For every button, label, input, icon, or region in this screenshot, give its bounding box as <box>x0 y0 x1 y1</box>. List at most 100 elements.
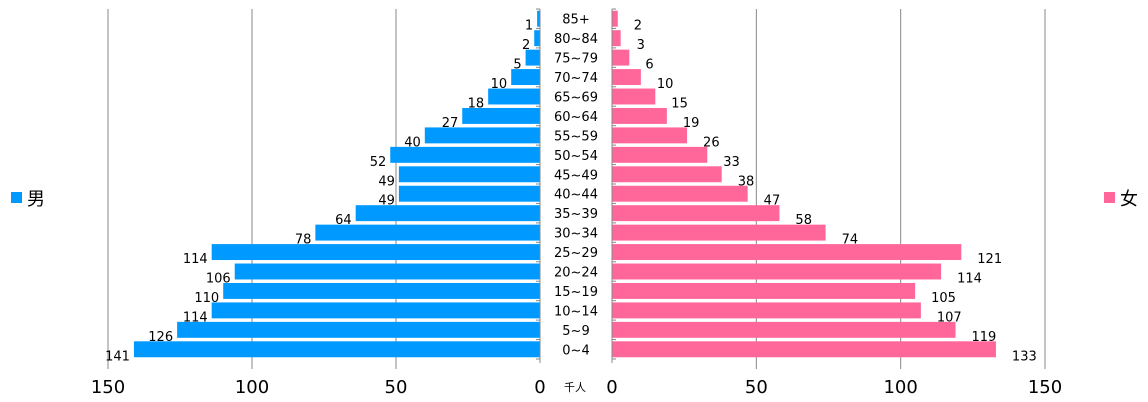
female-bar-10~14 <box>612 302 921 319</box>
female-bar-70~74 <box>612 69 641 86</box>
female-bar-30~34 <box>612 224 826 241</box>
male-bars <box>133 10 541 358</box>
x-tick-left-50: 50 <box>385 377 408 398</box>
female-bar-50~54 <box>612 146 708 163</box>
axes <box>536 8 616 363</box>
female-bar-60~64 <box>612 107 667 124</box>
age-label-25~29: 25~29 <box>554 246 598 261</box>
female-value-15~19: 105 <box>931 291 956 306</box>
legend-female: 女 <box>1104 189 1138 210</box>
female-bars <box>612 10 996 358</box>
female-bar-75~79 <box>612 49 630 66</box>
female-value-45~49: 38 <box>738 174 755 189</box>
female-value-85+: 2 <box>634 19 642 34</box>
female-value-70~74: 10 <box>657 77 674 92</box>
male-value-65~69: 18 <box>468 97 485 112</box>
age-label-70~74: 70~74 <box>554 71 598 86</box>
female-value-10~14: 107 <box>937 310 962 325</box>
male-bar-0~4 <box>133 341 541 358</box>
female-bar-0~4 <box>612 341 996 358</box>
male-value-55~59: 40 <box>404 135 421 150</box>
female-value-0~4: 133 <box>1012 349 1037 364</box>
age-label-30~34: 30~34 <box>554 227 598 242</box>
female-value-75~79: 6 <box>645 58 653 73</box>
male-value-35~39: 64 <box>335 213 352 228</box>
male-bar-60~64 <box>462 107 540 124</box>
age-label-35~39: 35~39 <box>554 207 598 222</box>
male-bar-70~74 <box>511 69 540 86</box>
age-label-65~69: 65~69 <box>554 91 598 106</box>
age-label-55~59: 55~59 <box>554 129 598 144</box>
female-value-80~84: 3 <box>637 38 645 53</box>
male-value-80~84: 2 <box>522 38 530 53</box>
x-tick-left-0: 0 <box>534 377 545 398</box>
male-value-5~9: 126 <box>148 330 173 345</box>
male-bar-25~29 <box>211 244 540 261</box>
tick-labels: 0 0 50 50 100 100 150 150 <box>91 377 1062 398</box>
male-bar-15~19 <box>223 282 540 299</box>
female-bar-65~69 <box>612 88 656 105</box>
male-value-60~64: 27 <box>442 116 459 131</box>
female-bar-5~9 <box>612 321 956 338</box>
male-value-10~14: 114 <box>183 310 208 325</box>
female-bar-85+ <box>612 10 618 27</box>
x-tick-right-100: 100 <box>883 377 917 398</box>
male-value-20~24: 106 <box>206 272 231 287</box>
legend-female-label: 女 <box>1120 189 1138 210</box>
age-label-20~24: 20~24 <box>554 266 598 281</box>
age-label-80~84: 80~84 <box>554 32 598 47</box>
female-bar-40~44 <box>612 185 748 202</box>
male-value-15~19: 110 <box>194 291 219 306</box>
male-bar-10~14 <box>211 302 540 319</box>
age-label-45~49: 45~49 <box>554 168 598 183</box>
age-label-10~14: 10~14 <box>554 304 598 319</box>
x-tick-right-50: 50 <box>745 377 768 398</box>
male-bar-35~39 <box>355 205 540 222</box>
male-value-70~74: 10 <box>491 77 508 92</box>
x-tick-right-0: 0 <box>606 377 617 398</box>
age-label-75~79: 75~79 <box>554 52 598 67</box>
female-value-20~24: 114 <box>957 272 982 287</box>
female-bar-80~84 <box>612 30 621 47</box>
legend-male-swatch <box>11 192 22 203</box>
male-bar-75~79 <box>525 49 540 66</box>
female-value-35~39: 58 <box>795 213 812 228</box>
female-bar-45~49 <box>612 166 722 183</box>
legend-male-label: 男 <box>27 189 45 210</box>
x-tick-left-150: 150 <box>91 377 125 398</box>
male-bar-30~34 <box>315 224 540 241</box>
male-bar-5~9 <box>177 321 540 338</box>
age-group-labels: 0~4 5~9 10~14 15~19 20~24 25~29 30~34 35~39 40~4… <box>554 13 598 359</box>
female-value-5~9: 119 <box>972 330 997 345</box>
x-tick-right-150: 150 <box>1028 377 1062 398</box>
legend-female-swatch <box>1104 192 1115 203</box>
male-bar-40~44 <box>398 185 540 202</box>
female-bar-15~19 <box>612 282 916 299</box>
male-value-30~34: 78 <box>295 233 312 248</box>
female-value-40~44: 47 <box>764 194 781 209</box>
age-label-5~9: 5~9 <box>562 324 589 339</box>
female-value-30~34: 74 <box>842 233 859 248</box>
female-value-25~29: 121 <box>977 252 1002 267</box>
male-value-40~44: 49 <box>378 194 395 209</box>
male-value-25~29: 114 <box>183 252 208 267</box>
female-value-50~54: 33 <box>723 155 740 170</box>
male-value-50~54: 52 <box>370 155 387 170</box>
female-bar-20~24 <box>612 263 942 280</box>
male-value-75~79: 5 <box>513 58 521 73</box>
male-value-45~49: 49 <box>378 174 395 189</box>
male-bar-65~69 <box>488 88 540 105</box>
age-label-40~44: 40~44 <box>554 188 598 203</box>
male-bar-20~24 <box>234 263 540 280</box>
female-bar-55~59 <box>612 127 688 144</box>
unit-label: 千人 <box>564 381 586 394</box>
x-tick-left-100: 100 <box>235 377 269 398</box>
age-label-50~54: 50~54 <box>554 149 598 164</box>
male-bar-45~49 <box>398 166 540 183</box>
age-label-0~4: 0~4 <box>562 343 589 358</box>
female-value-65~69: 15 <box>671 97 688 112</box>
male-value-85+: 1 <box>525 19 533 34</box>
age-label-85+: 85+ <box>562 13 589 28</box>
age-label-60~64: 60~64 <box>554 110 598 125</box>
